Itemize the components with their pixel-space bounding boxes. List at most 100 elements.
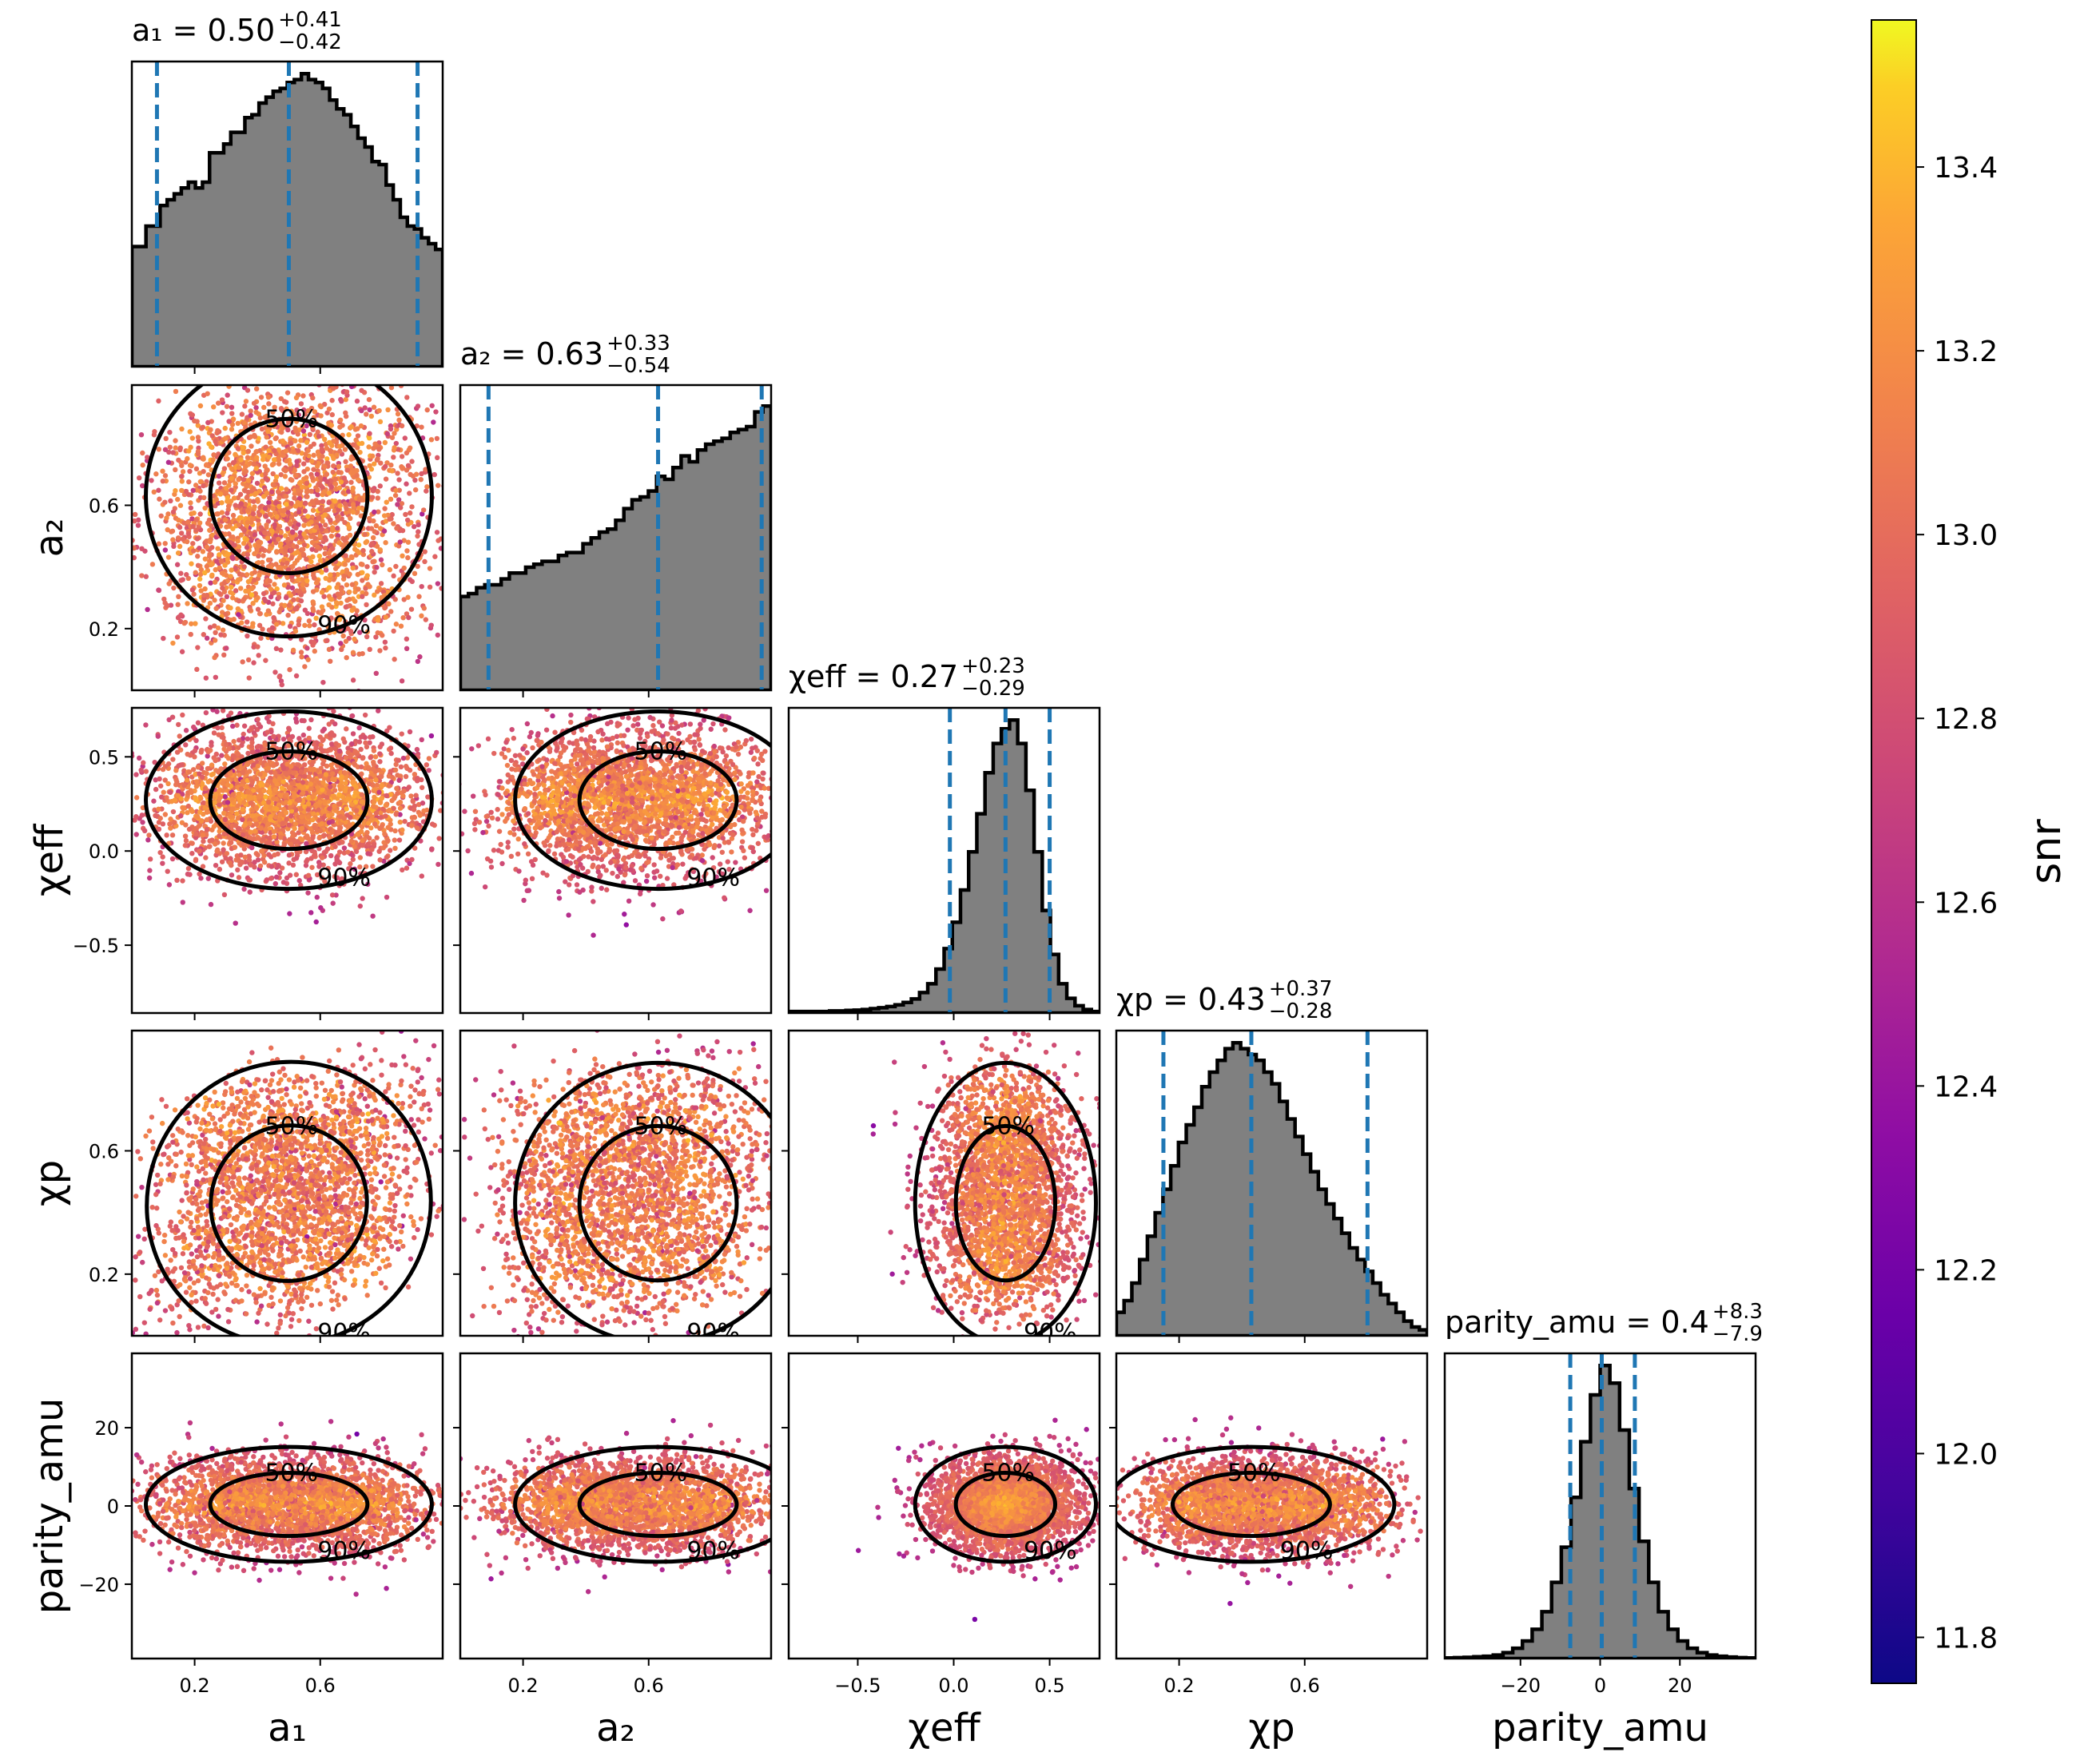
sample-point (287, 754, 293, 760)
sample-point (341, 573, 347, 579)
sample-point (229, 487, 234, 493)
sample-point (170, 509, 177, 515)
sample-point (370, 766, 376, 772)
sample-point (438, 546, 443, 551)
sample-point (328, 615, 334, 621)
sample-point (249, 740, 255, 745)
sample-point (406, 785, 412, 790)
sample-point (299, 654, 304, 660)
sample-point (261, 553, 266, 558)
sample-point (213, 674, 219, 680)
sample-point (230, 534, 236, 540)
sample-point (429, 821, 436, 827)
sample-point (276, 594, 282, 600)
sample-point (249, 744, 255, 749)
sample-point (373, 670, 379, 677)
sample-point (173, 388, 179, 395)
title-upper-error: +0.33 (607, 332, 670, 356)
sample-point (315, 449, 321, 455)
sample-point (364, 564, 370, 570)
sample-point (191, 591, 197, 597)
sample-point (267, 495, 272, 501)
sample-point (377, 546, 383, 553)
sample-point (358, 513, 364, 518)
sample-point (204, 563, 210, 570)
sample-point (177, 524, 183, 530)
sample-point (383, 645, 388, 651)
sample-point (367, 435, 372, 441)
sample-point (149, 562, 156, 567)
title-lower-error: −0.42 (278, 30, 342, 54)
sample-point (274, 514, 280, 520)
sample-point (168, 816, 173, 822)
sample-point (286, 743, 292, 749)
sample-point (305, 447, 311, 454)
sample-point (245, 588, 251, 594)
sample-point (203, 675, 209, 681)
sample-point (276, 447, 281, 453)
sample-point (432, 471, 437, 478)
sample-point (235, 751, 241, 757)
sample-point (180, 536, 185, 542)
sample-point (377, 759, 383, 765)
sample-point (176, 457, 181, 463)
sample-point (302, 411, 308, 417)
sample-point (324, 460, 330, 466)
sample-point (380, 806, 386, 812)
sample-point (343, 781, 348, 786)
sample-point (374, 835, 380, 840)
sample-point (328, 741, 335, 747)
sample-point (243, 865, 249, 871)
sample-point (283, 494, 289, 499)
sample-point (378, 581, 384, 586)
sample-point (328, 852, 334, 859)
sample-point (281, 842, 287, 848)
sample-point (229, 466, 234, 471)
sample-point (343, 638, 349, 644)
sample-point (163, 725, 168, 730)
sample-point (344, 389, 350, 395)
sample-point (165, 554, 172, 560)
sample-point (218, 374, 223, 379)
sample-point (256, 543, 262, 549)
sample-point (258, 744, 264, 749)
sample-point (273, 474, 280, 480)
sample-point (369, 541, 375, 546)
sample-point (419, 424, 424, 430)
sample-point (333, 892, 339, 898)
sample-point (160, 821, 166, 827)
sample-point (253, 405, 259, 411)
sample-point (211, 730, 217, 736)
sample-point (177, 733, 182, 739)
sample-point (217, 552, 222, 558)
sample-point (396, 837, 403, 843)
sample-point (350, 442, 356, 447)
sample-point (304, 578, 310, 584)
sample-point (364, 829, 370, 836)
sample-point (388, 769, 394, 774)
sample-point (331, 455, 336, 462)
sample-point (272, 447, 277, 454)
sample-point (344, 506, 349, 511)
histogram-panel-a2 (459, 383, 773, 697)
sample-point (364, 634, 370, 640)
sample-point (161, 789, 166, 795)
sample-point (300, 461, 307, 467)
sample-point (261, 494, 267, 499)
sample-point (315, 785, 320, 791)
sample-point (189, 587, 196, 593)
sample-point (407, 510, 413, 516)
sample-point (257, 622, 263, 629)
sample-point (201, 495, 207, 501)
sample-point (316, 515, 322, 521)
sample-point (245, 448, 252, 455)
sample-point (404, 450, 410, 456)
sample-point (393, 440, 400, 447)
sample-point (293, 673, 300, 679)
sample-point (251, 762, 257, 768)
sample-point (293, 525, 299, 531)
sample-point (392, 837, 398, 843)
sample-point (252, 504, 257, 510)
sample-point (287, 666, 292, 673)
sample-point (223, 856, 229, 861)
